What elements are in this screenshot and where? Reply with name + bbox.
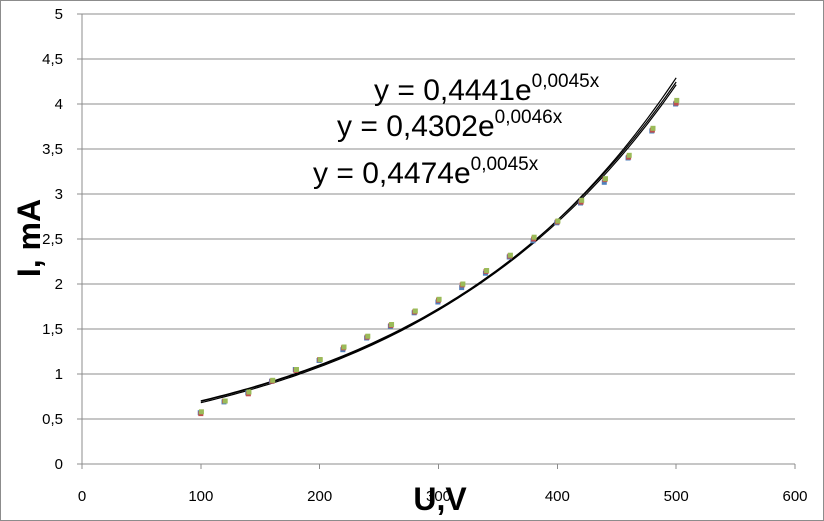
- data-point-series-3: [436, 296, 442, 302]
- y-axis-title: I, mA: [11, 199, 47, 277]
- y-tick-label: 5: [55, 6, 63, 23]
- y-tick-label: 1,5: [42, 321, 63, 338]
- y-tick-label: 3: [55, 186, 63, 203]
- data-point-series-3: [222, 398, 228, 404]
- data-point-series-3: [579, 197, 585, 203]
- data-point-series-3: [531, 234, 537, 240]
- y-tick-label: 0,5: [42, 411, 63, 428]
- x-tick-label: 0: [78, 488, 86, 505]
- data-point-series-3: [341, 344, 347, 350]
- x-axis-title: U,V: [413, 481, 467, 517]
- y-tick-label: 3,5: [42, 141, 63, 158]
- x-tick-label: 400: [545, 488, 570, 505]
- trendline-2: [200, 77, 677, 404]
- data-point-series-1: [459, 285, 465, 291]
- data-point-series-3: [198, 409, 204, 415]
- data-point-series-2: [673, 100, 679, 106]
- gridlines: [82, 13, 795, 420]
- x-tick-label: 200: [307, 488, 332, 505]
- data-point-series-3: [650, 125, 656, 131]
- data-points: [197, 97, 680, 417]
- trendline-3: [200, 81, 677, 402]
- x-tick-label: 600: [782, 488, 807, 505]
- data-point-series-3: [602, 176, 608, 182]
- trendlines: [200, 77, 677, 404]
- y-tick-label: 2: [55, 276, 63, 293]
- data-point-series-3: [460, 281, 466, 287]
- trendline-equation-1: y = 0,4441e0,0045x: [374, 71, 600, 107]
- data-point-series-3: [555, 218, 561, 224]
- data-point-series-3: [294, 367, 299, 372]
- y-tick-label: 1: [55, 366, 63, 383]
- data-point-series-3: [270, 377, 276, 383]
- y-tick-label: 4,5: [42, 51, 63, 68]
- data-point-series-3: [317, 357, 323, 363]
- data-point-series-3: [412, 308, 418, 314]
- data-point-series-3: [626, 152, 632, 158]
- trendline-equation-2: y = 0,4302e0,0046x: [337, 107, 563, 143]
- y-tick-label: 4: [55, 96, 63, 113]
- x-tick-label: 100: [188, 488, 213, 505]
- data-point-series-3: [246, 389, 252, 395]
- y-tick-labels: 0 0,5 1 1,5 2 2,5 3 3,5 4 4,5 5: [42, 6, 82, 473]
- data-point-series-1: [601, 179, 607, 185]
- trendline-equation-3: y = 0,4474e0,0045x: [313, 154, 539, 190]
- y-tick-label: 2,5: [42, 231, 63, 248]
- data-point-series-3: [389, 322, 395, 327]
- data-point-series-3: [484, 268, 490, 273]
- data-point-series-3: [674, 97, 680, 103]
- data-point-series-3: [507, 252, 513, 258]
- y-tick-label: 0: [55, 456, 63, 473]
- x-tick-labels: 0 100 200 300 400 500 600: [78, 464, 808, 505]
- data-point-series-3: [365, 333, 371, 339]
- x-tick-label: 500: [664, 488, 689, 505]
- x-tick-label: 300: [426, 488, 451, 505]
